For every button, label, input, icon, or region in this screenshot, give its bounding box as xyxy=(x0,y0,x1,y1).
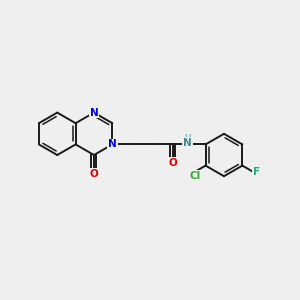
Text: O: O xyxy=(90,169,98,178)
Text: F: F xyxy=(253,167,260,177)
Text: H: H xyxy=(184,134,191,143)
Text: N: N xyxy=(108,140,117,149)
Text: Cl: Cl xyxy=(189,171,200,181)
Text: N: N xyxy=(90,108,98,118)
Text: O: O xyxy=(168,158,177,168)
Text: N: N xyxy=(183,138,192,148)
